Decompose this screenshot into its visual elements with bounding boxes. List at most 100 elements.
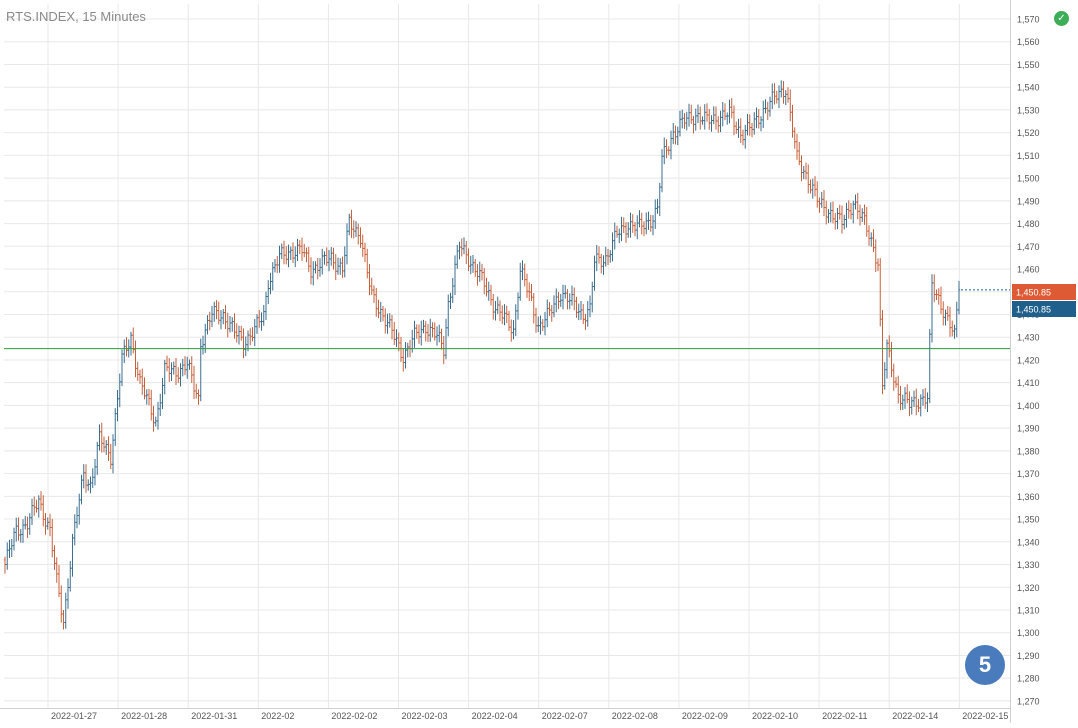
- ohlc-bar: [199, 338, 202, 402]
- y-tick-label: 1,540: [1017, 83, 1040, 93]
- ohlc-bar: [798, 142, 801, 166]
- ohlc-bar: [141, 368, 144, 395]
- ohlc-bar: [622, 217, 625, 234]
- ohlc-bar: [3, 556, 7, 574]
- x-tick-label: 2022-02-02: [331, 711, 377, 721]
- price-label-box: [1012, 284, 1076, 300]
- ohlc-bar: [118, 373, 121, 408]
- ohlc-bar: [494, 300, 497, 321]
- ohlc-bar: [577, 303, 580, 321]
- ohlc-bar: [838, 204, 841, 220]
- ohlc-bar: [735, 121, 738, 134]
- ohlc-bar: [640, 212, 643, 235]
- ohlc-bar: [390, 315, 394, 340]
- ohlc-bar: [224, 305, 227, 330]
- y-tick-label: 1,280: [1017, 674, 1040, 684]
- ohlc-bar: [21, 519, 25, 543]
- ohlc-bar: [510, 319, 513, 342]
- ohlc-bar: [60, 585, 63, 623]
- ohlc-bar: [80, 474, 83, 505]
- ohlc-bar: [109, 443, 112, 470]
- ohlc-bar: [856, 193, 859, 220]
- y-tick-label: 1,300: [1017, 628, 1040, 638]
- ohlc-bar: [375, 287, 378, 317]
- ohlc-bar: [930, 274, 934, 343]
- ohlc-bar: [345, 223, 349, 265]
- ohlc-bar: [370, 277, 373, 295]
- ohlc-bar: [91, 468, 94, 488]
- y-tick-label: 1,510: [1017, 151, 1040, 161]
- ohlc-bar: [35, 499, 38, 513]
- ohlc-bar: [181, 358, 184, 377]
- ohlc-bar: [609, 250, 612, 263]
- ohlc-bar: [881, 310, 884, 395]
- ohlc-bar: [435, 326, 439, 346]
- ohlc-bar: [699, 106, 702, 130]
- ohlc-bar: [440, 328, 443, 350]
- ohlc-bar: [944, 309, 947, 326]
- ohlc-bar: [872, 229, 875, 253]
- ohlc-bar: [773, 83, 776, 105]
- ohlc-bar: [595, 245, 598, 272]
- ohlc-bar: [498, 300, 502, 322]
- ohlc-bar: [453, 255, 457, 296]
- ohlc-bar: [550, 304, 553, 322]
- ohlc-bar: [750, 123, 754, 138]
- y-tick-label: 1,330: [1017, 560, 1040, 570]
- ohlc-bar: [705, 103, 709, 122]
- y-tick-label: 1,400: [1017, 401, 1040, 411]
- ohlc-bar: [159, 393, 162, 417]
- ohlc-bar: [667, 146, 670, 156]
- x-tick-label: 2022-02-08: [612, 711, 658, 721]
- ohlc-bar: [460, 238, 463, 257]
- chart-title: RTS.INDEX, 15 Minutes: [6, 9, 146, 24]
- ohlc-bar: [483, 268, 486, 295]
- ohlc-bar: [174, 357, 178, 385]
- y-tick-label: 1,520: [1017, 128, 1040, 138]
- page-badge[interactable]: 5: [965, 645, 1005, 685]
- ohlc-bar: [116, 390, 119, 422]
- ohlc-bar: [683, 113, 686, 129]
- ohlc-bar: [8, 539, 11, 559]
- ohlc-bar: [579, 301, 583, 320]
- price-label-text: 1,450.85: [1016, 305, 1051, 315]
- ohlc-bar: [908, 391, 911, 417]
- ohlc-bar: [834, 212, 837, 230]
- ohlc-bar: [429, 318, 432, 342]
- ohlc-bar: [487, 281, 490, 301]
- ohlc-bar: [654, 199, 657, 229]
- ohlc-bar: [624, 222, 628, 243]
- ohlc-bar: [341, 256, 344, 278]
- ohlc-bar: [651, 215, 655, 236]
- grid: [4, 4, 1010, 708]
- ohlc-bar: [721, 102, 724, 127]
- ohlc-bar: [541, 319, 544, 332]
- ohlc-bar: [546, 299, 549, 328]
- ohlc-bar: [359, 227, 362, 248]
- ohlc-bar: [469, 255, 472, 275]
- ohlc-bar: [618, 228, 621, 244]
- ohlc-bar: [24, 516, 27, 530]
- ohlc-bar: [393, 321, 396, 345]
- ohlc-bar: [413, 320, 416, 348]
- ohlc-bar: [712, 106, 715, 125]
- ohlc-bar: [478, 261, 481, 282]
- y-tick-label: 1,500: [1017, 174, 1040, 184]
- ohlc-bar: [615, 225, 619, 238]
- ohlc-bar: [525, 273, 529, 298]
- ohlc-bar: [800, 155, 803, 182]
- ohlc-bar: [948, 306, 952, 337]
- ohlc-bar: [183, 356, 187, 376]
- ohlc-bar: [843, 214, 846, 230]
- ohlc-bar: [249, 328, 252, 346]
- y-tick-label: 1,430: [1017, 333, 1040, 343]
- ohlc-bar: [352, 220, 355, 239]
- ohlc-bar: [222, 308, 225, 325]
- ohlc-bar: [840, 205, 844, 234]
- check-circle-icon[interactable]: ✓: [1054, 11, 1069, 26]
- ohlc-bar: [827, 209, 830, 223]
- ohlc-bar: [48, 513, 52, 537]
- ohlc-bar: [802, 166, 805, 180]
- ohlc-bar: [669, 130, 673, 160]
- ohlc-bar: [665, 139, 668, 159]
